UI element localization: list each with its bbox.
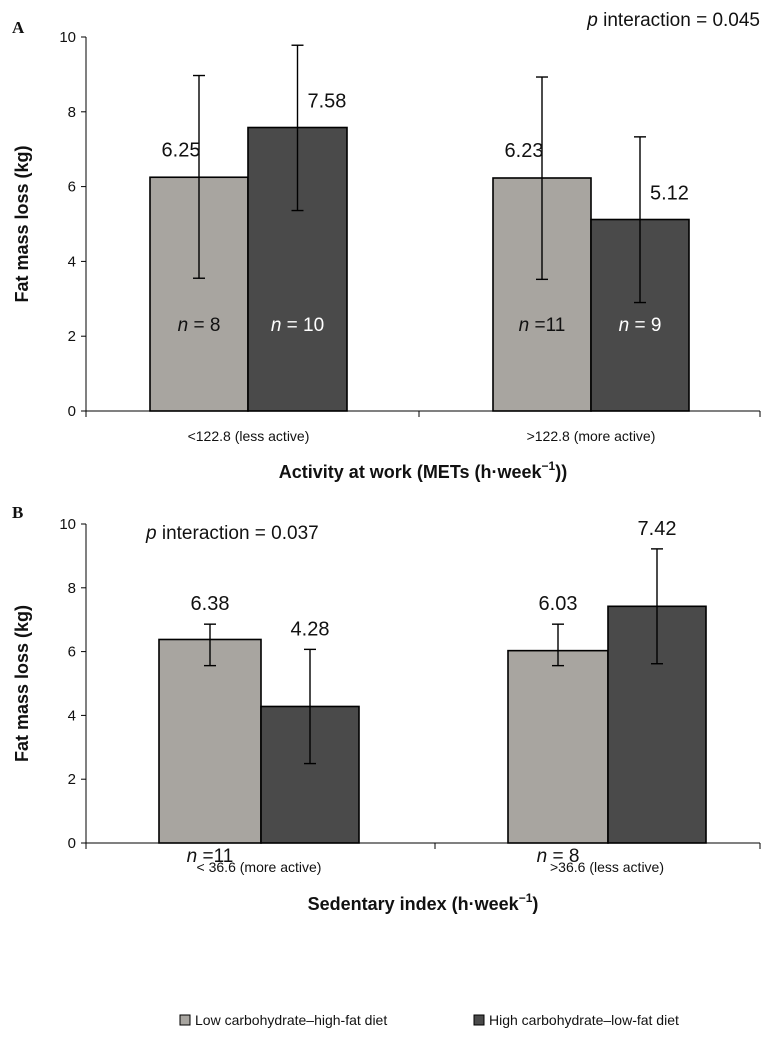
n-symbol: n bbox=[187, 846, 198, 867]
x-axis-label-tail: )) bbox=[555, 462, 567, 482]
sample-size-label: n =11 bbox=[187, 846, 234, 867]
n-symbol: n bbox=[630, 846, 641, 867]
n-count: =11 bbox=[203, 846, 234, 867]
bar-value-label: 6.25 bbox=[162, 139, 201, 161]
n-count: = 9 bbox=[634, 315, 661, 336]
y-tick-label: 8 bbox=[68, 580, 76, 597]
x-axis-label-tail: ) bbox=[532, 894, 538, 914]
y-tick-label: 4 bbox=[68, 707, 76, 724]
y-axis-label: Fat mass loss (kg) bbox=[12, 605, 32, 762]
panel-label: A bbox=[12, 18, 25, 37]
n-symbol: n bbox=[537, 846, 548, 867]
category-label: >122.8 (more active) bbox=[527, 428, 656, 444]
bar-value-label: 7.58 bbox=[308, 91, 347, 113]
sample-size-label: n = 9 bbox=[289, 846, 332, 867]
sample-size-label: n = 8 bbox=[178, 315, 221, 336]
y-tick-label: 8 bbox=[68, 104, 76, 121]
n-count: = 8 bbox=[552, 846, 579, 867]
x-axis-label-main: Sedentary index (h·week bbox=[308, 894, 520, 914]
x-axis-label: Activity at work (METs (h·week−1)) bbox=[279, 459, 567, 482]
p-symbol: p bbox=[145, 523, 157, 544]
legend-swatch bbox=[179, 1014, 191, 1026]
n-symbol: n bbox=[271, 315, 282, 336]
n-symbol: n bbox=[619, 315, 630, 336]
y-axis-label: Fat mass loss (kg) bbox=[12, 145, 32, 302]
p-interaction-value: interaction = 0.045 bbox=[598, 10, 760, 31]
y-tick-label: 0 bbox=[68, 835, 76, 852]
p-interaction-annotation: p interaction = 0.037 bbox=[145, 523, 319, 544]
bar bbox=[507, 649, 609, 844]
p-interaction-value: interaction = 0.037 bbox=[157, 523, 319, 544]
bar-value-label: 6.23 bbox=[505, 140, 544, 162]
n-count: = 12 bbox=[646, 846, 684, 867]
bar-value-label: 6.38 bbox=[191, 593, 230, 615]
y-tick-label: 10 bbox=[59, 516, 76, 533]
x-axis-label-superscript: −1 bbox=[542, 459, 556, 473]
category-label: >36.6 (less active) bbox=[550, 859, 664, 875]
p-interaction-annotation: p interaction = 0.045 bbox=[586, 10, 760, 31]
bar-value-label: 6.03 bbox=[539, 593, 578, 615]
n-count: =11 bbox=[535, 315, 566, 336]
x-axis-label: Sedentary index (h·week−1) bbox=[308, 891, 539, 914]
y-tick-label: 10 bbox=[59, 29, 76, 46]
y-tick-label: 6 bbox=[68, 644, 76, 661]
n-count: = 8 bbox=[193, 315, 220, 336]
panel-a-chart: A 0 2 4 6 8 10 Fat mass loss (kg) p interaction … bbox=[12, 10, 761, 482]
sample-size-label: n =11 bbox=[519, 315, 566, 336]
n-symbol: n bbox=[178, 315, 189, 336]
legend: Low carbohydrate–high-fat diet High carbo… bbox=[179, 1012, 679, 1028]
y-tick-label: 2 bbox=[68, 771, 76, 788]
bar-value-label: 7.42 bbox=[638, 518, 677, 540]
n-count: = 10 bbox=[287, 315, 325, 336]
n-symbol: n bbox=[289, 846, 300, 867]
y-tick-label: 2 bbox=[68, 328, 76, 345]
legend-entry-label: Low carbohydrate–high-fat diet bbox=[195, 1012, 387, 1028]
x-axis-label-main: Activity at work (METs (h·week bbox=[279, 462, 543, 482]
n-count: = 9 bbox=[304, 846, 331, 867]
sample-size-label: n = 8 bbox=[537, 846, 580, 867]
legend-entry-label: High carbohydrate–low-fat diet bbox=[489, 1012, 679, 1028]
category-label: <122.8 (less active) bbox=[188, 428, 310, 444]
x-axis-label-superscript: −1 bbox=[519, 891, 533, 905]
n-symbol: n bbox=[519, 315, 530, 336]
bar bbox=[158, 638, 262, 844]
panel-b-chart: B 0 2 4 6 8 10 Fat mass loss (kg) p interaction … bbox=[12, 503, 761, 914]
y-tick-label: 0 bbox=[68, 403, 76, 420]
bar bbox=[590, 218, 690, 412]
sample-size-label: n = 9 bbox=[619, 315, 662, 336]
sample-size-label: n = 10 bbox=[271, 315, 324, 336]
category-label: < 36.6 (more active) bbox=[197, 859, 322, 875]
panel-label: B bbox=[12, 503, 23, 522]
y-tick-label: 6 bbox=[68, 179, 76, 196]
legend-swatch bbox=[473, 1014, 485, 1026]
p-symbol: p bbox=[586, 10, 598, 31]
sample-size-label: n = 12 bbox=[630, 846, 683, 867]
bar-value-label: 4.28 bbox=[291, 618, 330, 640]
y-tick-label: 4 bbox=[68, 253, 76, 270]
bar-value-label: 5.12 bbox=[650, 183, 689, 205]
